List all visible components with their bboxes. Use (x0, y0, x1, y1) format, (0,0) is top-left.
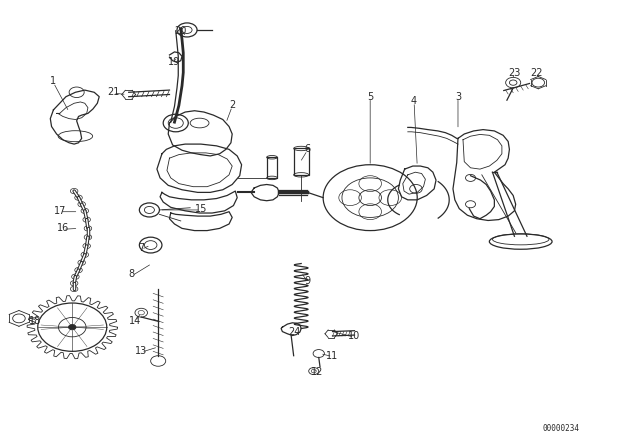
Text: 00000234: 00000234 (543, 424, 580, 433)
Text: 15: 15 (195, 204, 207, 214)
Text: 23: 23 (508, 68, 520, 78)
Text: 6: 6 (305, 144, 310, 155)
Text: 4: 4 (411, 96, 417, 106)
Text: 13: 13 (135, 346, 147, 356)
Text: 1: 1 (51, 76, 56, 86)
Text: 22: 22 (530, 68, 543, 78)
Text: 20: 20 (175, 26, 187, 36)
Text: 24: 24 (289, 327, 301, 336)
Text: 17: 17 (54, 206, 66, 216)
Text: 11: 11 (326, 351, 339, 361)
Text: 19: 19 (168, 56, 180, 67)
Text: 10: 10 (348, 331, 360, 341)
Text: 14: 14 (129, 315, 141, 326)
Text: 3: 3 (455, 92, 461, 102)
Text: 8: 8 (129, 270, 135, 280)
Text: 16: 16 (57, 224, 69, 233)
Text: 9: 9 (305, 276, 310, 286)
Text: 21: 21 (107, 87, 119, 97)
Text: 18: 18 (29, 315, 41, 326)
Text: 5: 5 (367, 92, 373, 102)
Text: 7: 7 (138, 243, 145, 253)
Circle shape (68, 324, 76, 330)
Text: 12: 12 (310, 367, 323, 377)
Text: 2: 2 (229, 100, 236, 111)
Bar (294, 148, 308, 175)
